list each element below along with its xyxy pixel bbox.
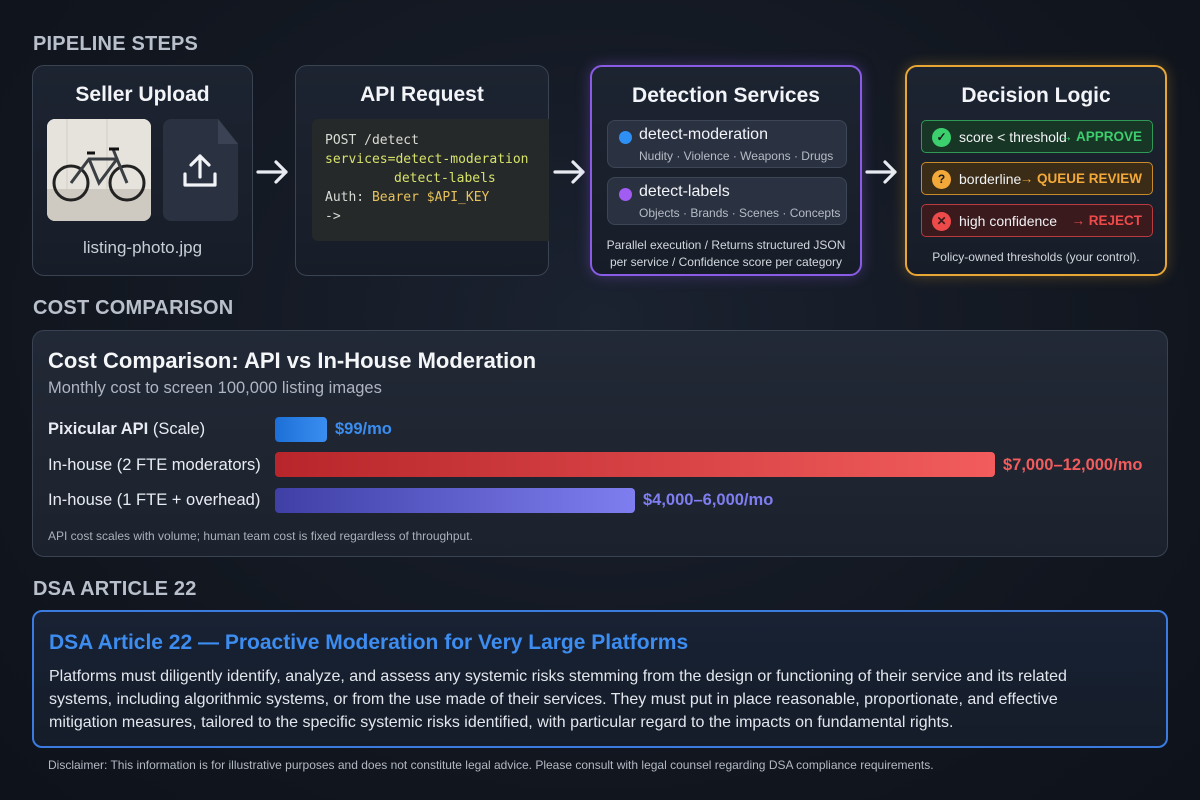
detection-note-line: Parallel execution / Returns structured … [606,238,846,252]
cost-note: API cost scales with volume; human team … [48,529,473,543]
check-icon: ✓ [932,128,951,147]
arrow-right-icon [553,160,585,184]
section-heading-dsa: DSA ARTICLE 22 [33,578,197,600]
detection-services-title: Detection Services [632,84,820,107]
bar-value: $4,000–6,000/mo [643,491,774,509]
rule-outcome: → APPROVE [1059,129,1142,144]
bar-label-rest: In-house (2 FTE moderators) [48,456,261,474]
service-name: detect-moderation [639,126,768,143]
bar-label: In-house (2 FTE moderators) [48,456,261,475]
service-detail: Nudity · Violence · Weapons · Drugs [639,149,834,163]
code-line: -> [325,209,341,224]
status-dot-icon [619,188,632,201]
upload-icon [183,154,217,187]
bar-value: $7,000–12,000/mo [1003,456,1143,474]
seller-upload-card: Seller Upload listing-photo.jpg [32,65,253,276]
section-heading-pipeline: PIPELINE STEPS [33,33,199,55]
seller-upload-title: Seller Upload [75,83,210,106]
rule-queue-review: ? borderline → QUEUE REVIEW [921,162,1153,195]
api-request-title: API Request [360,83,484,106]
bar-inhouse-2fte [275,452,995,477]
decision-note: Policy-owned thresholds (your control). [932,250,1140,264]
arrow-right-icon [256,160,288,184]
service-name: detect-labels [639,183,730,200]
code-value: detect-moderation [395,152,529,167]
rule-condition: score < threshold [959,129,1067,145]
status-dot-icon [619,131,632,144]
section-heading-cost: COST COMPARISON [33,297,234,319]
filename-label: listing-photo.jpg [82,238,203,257]
code-value: detect-labels [394,171,496,186]
question-icon: ? [932,170,951,189]
dsa-body-line: mitigation measures, tailored to the spe… [49,714,954,731]
x-icon: ✕ [932,212,951,231]
bar-inhouse-1fte [275,488,635,513]
code-value: Bearer $API_KEY [371,190,490,205]
dsa-title: DSA Article 22 — Proactive Moderation fo… [49,631,689,654]
decision-logic-card: Decision Logic ✓ score < threshold → APP… [905,65,1167,276]
bar-label-rest: In-house (1 FTE + overhead) [48,491,261,509]
bar-pixicular-api [275,417,327,442]
code-key: services= [325,152,396,167]
dsa-body: Platforms must diligently identify, anal… [49,665,1149,734]
service-detail: Objects · Brands · Scenes · Concepts [639,206,841,220]
bar-value: $99/mo [335,420,392,438]
bar-label-bold: Pixicular API [48,420,149,438]
dsa-body-line: Platforms must diligently identify, anal… [49,668,1067,685]
cost-subtitle: Monthly cost to screen 100,000 listing i… [48,379,382,397]
detection-note-line: per service / Confidence score per categ… [609,255,843,269]
bar-label: Pixicular API (Scale) [48,420,205,439]
rule-outcome: → QUEUE REVIEW [1019,171,1142,186]
cost-title: Cost Comparison: API vs In-House Moderat… [48,348,537,373]
bar-label: In-house (1 FTE + overhead) [48,491,260,510]
bar-label-rest: (Scale) [148,420,206,438]
detection-note: Parallel execution / Returns structured … [592,237,860,271]
service-detect-labels[interactable]: detect-labels Objects · Brands · Scenes … [607,177,847,225]
rule-approve: ✓ score < threshold → APPROVE [921,120,1153,153]
file-fold [218,119,238,144]
arrow-right-icon [865,160,897,184]
rule-reject: ✕ high confidence → REJECT [921,204,1153,237]
rule-outcome: → REJECT [1071,213,1142,228]
bicycle-photo [47,119,151,221]
detection-services-card: Detection Services detect-moderation Nud… [590,65,862,276]
api-request-card: API Request POST /detect services=detect… [295,65,549,276]
rule-condition: high confidence [959,213,1058,229]
dsa-body-line: systems, including algorithmic systems, … [49,691,1058,708]
service-detect-moderation[interactable]: detect-moderation Nudity · Violence · We… [607,120,847,168]
decision-logic-title: Decision Logic [961,84,1111,107]
disclaimer: Disclaimer: This information is for illu… [48,758,934,772]
dsa-article-card: DSA Article 22 — Proactive Moderation fo… [32,610,1168,748]
code-line: POST /detect [325,133,419,148]
code-key: Auth: [325,190,372,205]
rule-condition: borderline [959,171,1022,187]
cost-comparison-card: Cost Comparison: API vs In-House Moderat… [32,330,1168,557]
code-snippet: POST /detect services=detect-moderation … [312,119,549,241]
